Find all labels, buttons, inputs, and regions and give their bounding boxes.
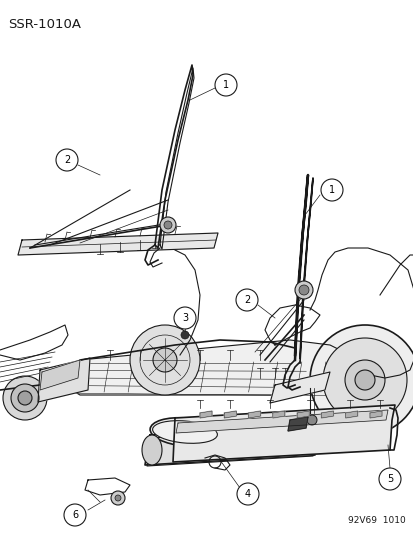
Text: 4: 4 <box>244 489 250 499</box>
Polygon shape <box>248 411 260 418</box>
Circle shape <box>322 338 406 422</box>
Circle shape <box>378 468 400 490</box>
Text: 3: 3 <box>181 313 188 323</box>
Circle shape <box>235 289 257 311</box>
Polygon shape <box>320 411 332 418</box>
Polygon shape <box>145 425 319 465</box>
Circle shape <box>298 285 308 295</box>
Polygon shape <box>369 411 381 418</box>
Polygon shape <box>287 417 307 431</box>
Ellipse shape <box>150 418 219 446</box>
Circle shape <box>56 149 78 171</box>
Circle shape <box>11 384 39 412</box>
Circle shape <box>344 360 384 400</box>
Polygon shape <box>173 405 394 462</box>
Circle shape <box>130 325 199 395</box>
Circle shape <box>354 370 374 390</box>
Circle shape <box>180 331 189 339</box>
Circle shape <box>3 376 47 420</box>
Text: 6: 6 <box>72 510 78 520</box>
Circle shape <box>294 281 312 299</box>
Circle shape <box>306 415 316 425</box>
Circle shape <box>115 495 121 501</box>
Circle shape <box>111 491 125 505</box>
Ellipse shape <box>142 435 161 465</box>
Text: 5: 5 <box>386 474 392 484</box>
Polygon shape <box>40 360 80 390</box>
Ellipse shape <box>152 421 217 443</box>
Polygon shape <box>38 358 90 402</box>
Polygon shape <box>272 411 284 418</box>
Polygon shape <box>345 411 357 418</box>
Text: SSR-1010A: SSR-1010A <box>8 18 81 31</box>
Polygon shape <box>176 410 387 433</box>
Circle shape <box>214 74 236 96</box>
Circle shape <box>173 307 195 329</box>
Circle shape <box>18 391 32 405</box>
Circle shape <box>236 483 259 505</box>
Circle shape <box>64 504 86 526</box>
Polygon shape <box>269 372 329 403</box>
Polygon shape <box>18 233 218 255</box>
Circle shape <box>309 325 413 435</box>
Text: 2: 2 <box>64 155 70 165</box>
Text: 92V69  1010: 92V69 1010 <box>347 516 405 525</box>
Polygon shape <box>199 411 211 418</box>
Circle shape <box>153 348 177 372</box>
Text: 1: 1 <box>328 185 334 195</box>
Polygon shape <box>55 340 359 395</box>
Circle shape <box>159 217 176 233</box>
Circle shape <box>164 221 171 229</box>
Text: 1: 1 <box>222 80 228 90</box>
Circle shape <box>320 179 342 201</box>
Polygon shape <box>297 411 309 418</box>
Polygon shape <box>224 411 236 418</box>
Text: 2: 2 <box>243 295 249 305</box>
